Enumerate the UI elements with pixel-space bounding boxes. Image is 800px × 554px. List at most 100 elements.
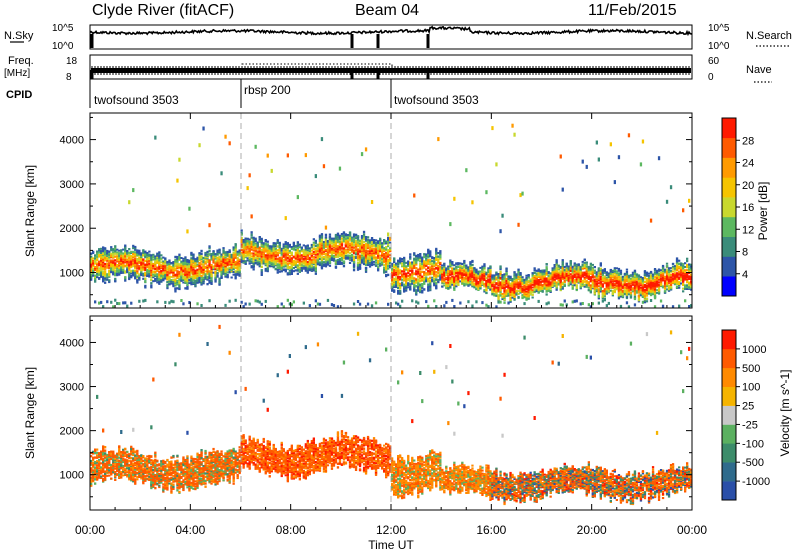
power-cell: [461, 269, 464, 272]
power-cell: [100, 263, 103, 266]
power-cell: [188, 268, 191, 271]
power-cell: [332, 239, 336, 241]
power-cell: [124, 248, 127, 251]
power-cell: [352, 260, 356, 264]
power-cell: [409, 266, 412, 269]
power-cell: [110, 246, 113, 249]
power-cell: [421, 283, 424, 286]
power-cell: [314, 265, 317, 268]
power-cell: [108, 255, 111, 259]
power-cell: [272, 260, 275, 263]
power-cell: [102, 263, 105, 266]
power-cell: [132, 269, 135, 272]
power-cell: [200, 274, 203, 278]
power-cell: [202, 264, 205, 267]
power-cell: [94, 277, 97, 280]
power-cell: [401, 270, 404, 273]
power-cell: [435, 262, 438, 266]
nsky-label: N.Sky: [4, 30, 34, 42]
power-cell: [425, 272, 428, 275]
power-cell: [222, 251, 225, 254]
power-cell: [489, 274, 492, 277]
power-cell: [405, 281, 408, 284]
power-cell: [90, 259, 93, 262]
power-cell: [254, 239, 257, 242]
power-cell: [188, 263, 191, 266]
power-cell: [537, 279, 540, 281]
power-cell: [110, 262, 113, 265]
freq-band: [91, 68, 691, 73]
power-cell: [186, 276, 189, 279]
power-cell: [252, 236, 255, 239]
power-cell: [100, 275, 103, 278]
power-ground-cell: [248, 302, 251, 306]
power-cell: [457, 269, 460, 272]
power-cell: [192, 278, 195, 281]
power-cell: [186, 260, 189, 263]
power-cell: [539, 269, 542, 272]
power-cell: [447, 276, 450, 279]
power-cell: [176, 257, 179, 260]
power-cell: [393, 263, 396, 267]
power-cell: [397, 275, 400, 279]
power-cell: [168, 275, 171, 278]
power-cell: [168, 279, 171, 282]
power-cell: [106, 264, 109, 267]
power-cell: [505, 282, 508, 285]
power-cell: [132, 271, 135, 274]
power-cell: [451, 262, 454, 265]
nsky-dip-3: [376, 34, 380, 48]
power-cell: [294, 264, 297, 267]
power-cell: [218, 264, 221, 267]
power-cell: [188, 272, 191, 275]
power-cell: [278, 248, 281, 251]
power-cell: [362, 230, 366, 234]
power-cell: [387, 258, 390, 262]
power-cell: [300, 254, 303, 257]
power-cell: [276, 241, 279, 244]
power-cell: [100, 253, 103, 256]
power-cell: [256, 262, 259, 264]
power-cell: [220, 262, 223, 265]
power-cell: [162, 261, 165, 264]
power-cell: [190, 275, 193, 278]
power-cell: [320, 240, 324, 243]
power-cell: [274, 247, 277, 250]
power-cell: [112, 251, 115, 254]
power-cell: [204, 267, 207, 270]
power-cell: [200, 283, 203, 286]
power-cell: [437, 255, 440, 258]
power-cell: [276, 257, 279, 261]
power-cell: [489, 272, 492, 275]
power-cell: [352, 246, 356, 249]
power-cell: [310, 264, 313, 267]
power-cell: [90, 252, 93, 255]
power-cell: [497, 273, 500, 276]
power-cell: [547, 277, 550, 280]
power-cell: [176, 273, 179, 276]
power-cell: [397, 286, 400, 290]
power-cell: [128, 260, 131, 263]
power-cell: [134, 257, 137, 260]
power-cell: [290, 251, 293, 254]
power-cell: [525, 285, 528, 288]
power-cell: [485, 292, 488, 295]
power-cell: [158, 251, 161, 254]
power-cell: [290, 262, 293, 265]
power-cell: [222, 261, 225, 264]
power-cell: [122, 267, 125, 270]
power-cell: [114, 252, 117, 255]
cpid-segment-3: twofsound 3503: [394, 93, 479, 107]
power-cell: [475, 268, 478, 271]
power-cell: [254, 261, 257, 264]
power-cell: [138, 265, 141, 268]
power-cell: [128, 275, 131, 278]
power-ground-cell: [180, 299, 183, 302]
power-cell: [330, 250, 334, 253]
power-ground-cell: [182, 302, 185, 306]
power-outlier: [521, 191, 524, 196]
nsky-trace: [89, 25, 693, 37]
power-cell: [364, 236, 368, 239]
power-cell: [286, 254, 289, 257]
power-cell: [300, 264, 303, 267]
